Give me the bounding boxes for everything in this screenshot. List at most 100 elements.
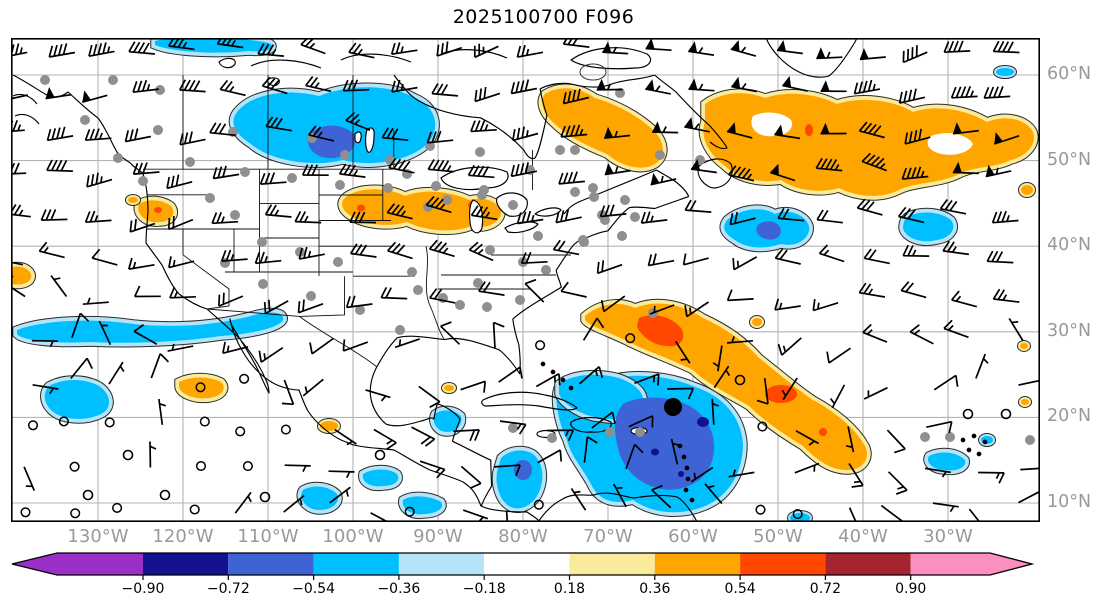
calm-wind-circle — [195, 460, 207, 472]
wind-barb — [32, 383, 59, 395]
wind-barb — [688, 47, 715, 56]
calm-wind-circle — [235, 426, 246, 437]
station-dot — [40, 75, 50, 85]
wind-barb — [386, 203, 413, 220]
wind-barb — [254, 251, 282, 265]
wind-barb — [858, 282, 886, 298]
colorbar — [11, 552, 1035, 580]
wind-barb — [436, 41, 463, 57]
lon-tick-label: 40°W — [838, 526, 888, 547]
colorbar-segment — [569, 553, 655, 575]
lon-tick-label: 70°W — [583, 526, 633, 547]
wind-barb — [924, 467, 951, 478]
wind-barb — [684, 301, 709, 318]
lon-tick-label: 60°W — [668, 526, 718, 547]
wind-barb — [727, 336, 754, 344]
wind-barb — [294, 211, 322, 224]
wind-barb — [218, 292, 244, 307]
wind-barb — [167, 35, 195, 51]
station-dot — [153, 125, 163, 135]
station-dot — [620, 195, 630, 205]
wind-barb — [308, 125, 335, 142]
colorbar-arrow-right — [910, 553, 1032, 575]
anomaly-cold — [301, 486, 339, 510]
wind-barb — [478, 281, 505, 296]
wind-barb — [380, 287, 408, 300]
wind-barb — [23, 466, 36, 492]
wind-barb — [950, 85, 978, 99]
station-dot — [533, 231, 543, 241]
station-dot — [431, 181, 441, 191]
wind-barb — [730, 46, 757, 57]
wind-barb — [756, 377, 769, 405]
colorbar-outline — [11, 552, 1035, 576]
wind-barb — [166, 174, 193, 190]
calm-wind-circle — [195, 382, 206, 393]
wind-barb — [150, 353, 170, 379]
wind-barb-pennant — [650, 172, 660, 185]
calm-wind-circle — [58, 416, 69, 427]
wind-barb — [726, 289, 754, 302]
anomaly-core-red — [637, 315, 684, 347]
station-dot — [920, 432, 930, 442]
wind-barb — [933, 374, 959, 391]
wind-barb — [728, 165, 755, 182]
wind-barb — [373, 428, 397, 450]
wind-barb — [690, 466, 714, 483]
wind-barb — [381, 127, 409, 142]
wind-barb — [263, 299, 289, 315]
wind-barb — [501, 510, 510, 537]
lat-tick-label: 40°N — [1047, 235, 1092, 256]
wind-barb — [815, 157, 843, 172]
colorbar-segment — [143, 553, 229, 575]
wind-barb — [124, 128, 152, 143]
wind-barb — [829, 384, 846, 409]
station-dot — [475, 147, 485, 157]
station-dot — [541, 265, 551, 275]
wind-barb-pennant — [45, 87, 55, 99]
wind-barb — [300, 35, 326, 55]
wind-barb — [853, 79, 881, 95]
wind-barb-pennant — [596, 78, 606, 90]
station-dot — [407, 267, 417, 277]
calm-wind-circle — [112, 502, 123, 513]
station-dot — [108, 75, 118, 85]
wind-barb — [128, 41, 155, 55]
wind-barb — [132, 162, 160, 175]
wind-barb — [499, 420, 527, 435]
anomaly-cold — [17, 312, 284, 343]
wind-barb — [440, 321, 461, 345]
wind-barb — [86, 172, 113, 188]
map-area — [0, 32, 1048, 537]
colorbar-tick-label: −0.90 — [121, 581, 165, 597]
colorbar-tick-label: −0.72 — [206, 581, 250, 597]
wind-barb-pennant — [691, 158, 700, 171]
anomaly-warm — [1021, 399, 1029, 405]
station-dot — [413, 285, 423, 295]
wind-barb — [547, 429, 575, 442]
station-dot — [340, 150, 350, 160]
wind-barb — [345, 295, 373, 309]
plot-title: 2025100700 F096 — [452, 6, 635, 28]
station-dot — [355, 305, 365, 315]
wind-barb — [560, 124, 588, 138]
anomaly-cold — [233, 87, 436, 164]
wind-barb — [158, 398, 167, 425]
calm-wind-circle — [199, 416, 210, 427]
wind-barb — [729, 211, 756, 226]
wind-barb — [460, 380, 487, 393]
lat-tick-label: 30°N — [1047, 320, 1092, 341]
station-dot — [570, 187, 580, 197]
markers — [82, 374, 1012, 503]
station-dot — [579, 237, 589, 247]
wind-barb-pennant — [952, 161, 962, 173]
wind-barb — [178, 79, 206, 93]
wind-barb — [328, 470, 355, 478]
wind-barb-pennant — [820, 122, 830, 134]
station-dot — [395, 325, 405, 335]
wind-barb-pennant — [730, 40, 740, 52]
wind-barb — [419, 460, 446, 479]
station-dot — [635, 427, 645, 437]
wind-barb — [167, 343, 194, 352]
anomaly-core-red — [819, 428, 827, 436]
